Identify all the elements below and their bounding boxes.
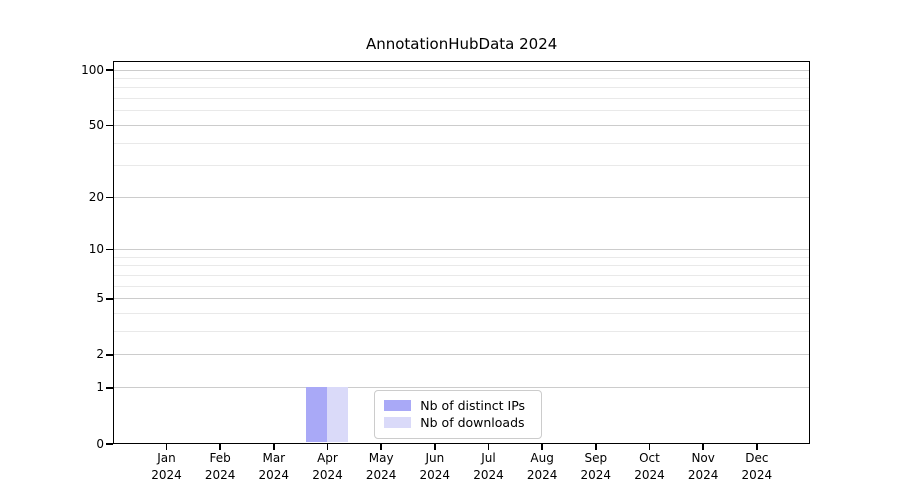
major-gridline bbox=[113, 196, 810, 198]
x-tick-label-mar: Mar 2024 bbox=[234, 450, 314, 483]
legend-swatch-icon bbox=[384, 417, 412, 429]
x-tick-label-apr: Apr 2024 bbox=[287, 450, 367, 483]
x-tick-label-aug: Aug 2024 bbox=[502, 450, 582, 483]
x-tick-month: May bbox=[368, 451, 394, 465]
x-tick-mark bbox=[541, 444, 543, 450]
legend-label: Nb of distinct IPs bbox=[420, 397, 526, 413]
x-tick-year: 2024 bbox=[687, 467, 719, 482]
y-tick-mark bbox=[106, 124, 113, 127]
x-tick-label-dec: Dec 2024 bbox=[717, 450, 797, 483]
x-tick-year: 2024 bbox=[258, 467, 290, 482]
plot-area: Nb of distinct IPs Nb of downloads bbox=[112, 61, 811, 444]
legend-row: Nb of distinct IPs bbox=[384, 397, 533, 415]
x-tick-label-feb: Feb 2024 bbox=[180, 450, 260, 483]
x-tick-year: 2024 bbox=[580, 467, 612, 482]
minor-gridline bbox=[113, 142, 810, 144]
x-tick-year: 2024 bbox=[151, 467, 182, 482]
y-tick-label: 2 bbox=[96, 347, 104, 362]
y-tick-mark bbox=[106, 248, 113, 251]
y-tick-label: 50 bbox=[88, 117, 104, 132]
x-tick-month: Jul bbox=[481, 451, 496, 465]
x-tick-label-jul: Jul 2024 bbox=[448, 450, 528, 483]
y-tick-mark bbox=[106, 298, 113, 300]
bar-apr-series1 bbox=[305, 387, 327, 442]
x-tick-mark bbox=[648, 444, 651, 450]
legend-row: Nb of downloads bbox=[384, 414, 533, 432]
x-tick-mark bbox=[273, 444, 275, 450]
x-tick-year: 2024 bbox=[741, 467, 773, 482]
x-tick-mark bbox=[702, 444, 704, 450]
minor-gridline bbox=[113, 331, 810, 333]
x-tick-label-sep: Sep 2024 bbox=[556, 450, 636, 483]
x-tick-mark bbox=[434, 444, 436, 450]
y-tick-label: 5 bbox=[96, 291, 104, 306]
y-tick-mark bbox=[106, 69, 113, 71]
x-tick-year: 2024 bbox=[312, 467, 343, 482]
x-tick-year: 2024 bbox=[365, 467, 397, 482]
x-tick-month: Dec bbox=[745, 451, 769, 465]
minor-gridline bbox=[113, 78, 810, 80]
y-tick-mark bbox=[106, 443, 113, 445]
x-tick-month: Jan bbox=[157, 451, 176, 465]
bars-layer bbox=[114, 62, 810, 443]
x-tick-mark bbox=[487, 444, 490, 450]
major-gridline bbox=[113, 298, 810, 300]
y-tick-label: 10 bbox=[88, 242, 104, 257]
minor-gridline bbox=[113, 313, 810, 315]
x-tick-mark bbox=[380, 444, 382, 450]
x-tick-year: 2024 bbox=[634, 467, 665, 482]
x-tick-month: Apr bbox=[317, 451, 338, 465]
x-tick-label-may: May 2024 bbox=[341, 450, 421, 483]
legend-label: Nb of downloads bbox=[420, 415, 525, 431]
minor-gridline bbox=[113, 275, 810, 277]
minor-gridline bbox=[113, 285, 810, 287]
x-tick-year: 2024 bbox=[204, 467, 236, 482]
x-tick-label-nov: Nov 2024 bbox=[663, 450, 743, 483]
x-tick-label-jun: Jun 2024 bbox=[395, 450, 475, 483]
minor-gridline bbox=[113, 98, 810, 100]
x-tick-mark bbox=[756, 444, 758, 450]
minor-gridline bbox=[113, 87, 810, 89]
x-tick-label-jan: Jan 2024 bbox=[126, 450, 206, 483]
x-tick-mark bbox=[165, 444, 168, 450]
y-tick-mark bbox=[106, 196, 113, 199]
x-tick-mark bbox=[219, 444, 221, 450]
major-gridline bbox=[113, 387, 810, 389]
major-gridline bbox=[113, 354, 810, 356]
minor-gridline bbox=[113, 110, 810, 112]
x-tick-year: 2024 bbox=[526, 467, 558, 482]
x-tick-year: 2024 bbox=[419, 467, 451, 482]
x-tick-month: Jun bbox=[425, 451, 445, 465]
x-tick-month: Aug bbox=[530, 451, 554, 465]
y-tick-mark bbox=[106, 387, 113, 389]
minor-gridline bbox=[113, 256, 810, 258]
legend: Nb of distinct IPs Nb of downloads bbox=[374, 389, 543, 439]
x-tick-month: Feb bbox=[209, 451, 231, 465]
minor-gridline bbox=[113, 265, 810, 267]
x-tick-mark bbox=[595, 444, 597, 450]
minor-gridline bbox=[113, 165, 810, 167]
major-gridline bbox=[113, 69, 810, 71]
x-tick-month: Sep bbox=[584, 451, 608, 465]
major-gridline bbox=[113, 124, 810, 126]
y-tick-label: 20 bbox=[88, 189, 104, 204]
x-tick-month: Nov bbox=[691, 451, 715, 465]
x-tick-year: 2024 bbox=[473, 467, 504, 482]
legend-swatch-icon bbox=[384, 399, 412, 411]
grid-layer bbox=[113, 62, 810, 443]
bar-apr-series2 bbox=[326, 387, 349, 442]
y-tick-mark bbox=[106, 354, 113, 356]
x-tick-mark bbox=[326, 444, 329, 450]
y-tick-label: 0 bbox=[96, 436, 104, 451]
x-tick-label-oct: Oct 2024 bbox=[609, 450, 689, 483]
x-tick-month: Oct bbox=[639, 451, 660, 465]
major-gridline bbox=[113, 249, 810, 251]
x-tick-month: Mar bbox=[262, 451, 286, 465]
y-tick-label: 1 bbox=[96, 380, 104, 395]
y-tick-label: 100 bbox=[81, 62, 104, 77]
chart-title: AnnotationHubData 2024 bbox=[365, 35, 558, 53]
